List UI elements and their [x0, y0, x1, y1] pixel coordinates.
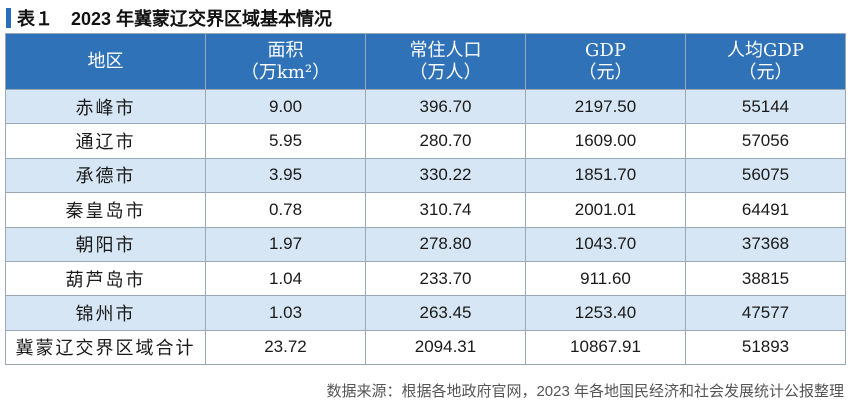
cell-gdp-per-capita: 55144 [685, 88, 846, 125]
table-number: 表１ [17, 9, 53, 29]
header-row: 地区 面积 （万km²） 常住人口 （万人） GDP （元） 人均GDP （元） [5, 33, 846, 90]
table-body: 赤峰市 9.00 396.70 2197.50 55144 通辽市 5.95 2… [5, 88, 846, 366]
header-gdp-per-capita-label: 人均GDP [727, 39, 804, 61]
table-row-total: 冀蒙辽交界区域合计 23.72 2094.31 10867.91 51893 [5, 329, 846, 366]
cell-area: 1.03 [205, 295, 366, 331]
table-row: 赤峰市 9.00 396.70 2197.50 55144 [5, 88, 846, 125]
header-gdp-label: GDP [585, 39, 626, 61]
cell-gdp-per-capita: 37368 [685, 226, 846, 262]
header-gdp-per-capita: 人均GDP （元） [685, 33, 846, 90]
cell-population: 263.45 [365, 295, 526, 331]
cell-gdp: 1043.70 [525, 226, 686, 262]
cell-region: 葫芦岛市 [5, 260, 206, 297]
cell-gdp-per-capita: 56075 [685, 157, 846, 194]
cell-region: 冀蒙辽交界区域合计 [5, 329, 206, 366]
cell-gdp-per-capita: 38815 [685, 260, 846, 297]
cell-area: 0.78 [205, 192, 366, 228]
cell-region: 承德市 [5, 157, 206, 194]
header-gdp: GDP （元） [525, 33, 686, 90]
table-row: 秦皇岛市 0.78 310.74 2001.01 64491 [5, 192, 846, 228]
cell-population: 2094.31 [365, 329, 526, 366]
cell-gdp: 1609.00 [525, 123, 686, 159]
title-marker [6, 8, 11, 28]
cell-population: 396.70 [365, 88, 526, 125]
cell-area: 9.00 [205, 88, 366, 125]
header-population: 常住人口 （万人） [365, 33, 526, 90]
table-row: 锦州市 1.03 263.45 1253.40 47577 [5, 295, 846, 331]
table-row: 朝阳市 1.97 278.80 1043.70 37368 [5, 226, 846, 262]
table-row: 通辽市 5.95 280.70 1609.00 57056 [5, 123, 846, 159]
cell-population: 280.70 [365, 123, 526, 159]
cell-population: 233.70 [365, 260, 526, 297]
cell-region: 秦皇岛市 [5, 192, 206, 228]
header-area: 面积 （万km²） [205, 33, 366, 90]
header-gdp-unit: （元） [578, 61, 633, 83]
table-row: 葫芦岛市 1.04 233.70 911.60 38815 [5, 260, 846, 297]
table-row: 承德市 3.95 330.22 1851.70 56075 [5, 157, 846, 194]
cell-region: 朝阳市 [5, 226, 206, 262]
cell-gdp-per-capita: 64491 [685, 192, 846, 228]
cell-region: 锦州市 [5, 295, 206, 331]
header-area-unit: （万km²） [240, 61, 331, 83]
cell-region: 赤峰市 [5, 88, 206, 125]
cell-area: 1.04 [205, 260, 366, 297]
cell-area: 1.97 [205, 226, 366, 262]
cell-area: 5.95 [205, 123, 366, 159]
source-note: 数据来源：根据各地政府官网，2023 年各地国民经济和社会发展统计公报整理 [326, 383, 844, 400]
header-region-label: 地区 [87, 50, 124, 72]
table-caption: 2023 年冀蒙辽交界区域基本情况 [71, 9, 333, 29]
cell-gdp: 1253.40 [525, 295, 686, 331]
cell-gdp-per-capita: 47577 [685, 295, 846, 331]
cell-gdp-per-capita: 57056 [685, 123, 846, 159]
header-population-unit: （万人） [409, 61, 482, 83]
header-population-label: 常住人口 [409, 39, 482, 61]
cell-population: 330.22 [365, 157, 526, 194]
cell-gdp: 2001.01 [525, 192, 686, 228]
cell-gdp: 1851.70 [525, 157, 686, 194]
data-table: 地区 面积 （万km²） 常住人口 （万人） GDP （元） 人均GDP （元）… [5, 33, 846, 366]
cell-region: 通辽市 [5, 123, 206, 159]
table-title: 表１ 2023 年冀蒙辽交界区域基本情况 [6, 7, 332, 29]
header-region: 地区 [5, 33, 206, 90]
cell-population: 278.80 [365, 226, 526, 262]
header-area-label: 面积 [267, 39, 304, 61]
cell-population: 310.74 [365, 192, 526, 228]
cell-gdp: 2197.50 [525, 88, 686, 125]
cell-area: 23.72 [205, 329, 366, 366]
header-gdp-per-capita-unit: （元） [738, 61, 793, 83]
cell-gdp: 911.60 [525, 260, 686, 297]
table-header: 地区 面积 （万km²） 常住人口 （万人） GDP （元） 人均GDP （元） [5, 33, 846, 90]
cell-gdp-per-capita: 51893 [685, 329, 846, 366]
cell-area: 3.95 [205, 157, 366, 194]
cell-gdp: 10867.91 [525, 329, 686, 366]
